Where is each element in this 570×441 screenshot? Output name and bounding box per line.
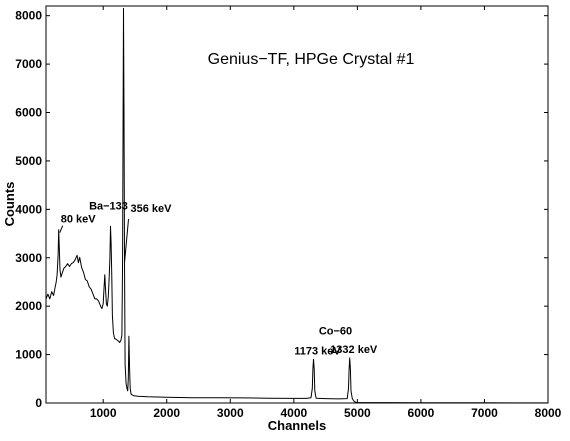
x-tick-label: 7000 [471,406,498,420]
plot-frame [45,5,549,404]
y-tick-label: 4000 [15,202,42,216]
y-tick-label: 5000 [15,154,42,168]
x-tick-labels: 1000 2000 3000 4000 5000 6000 7000 8000 [90,406,562,420]
x-tick-label: 8000 [535,406,562,420]
y-tick-label: 8000 [15,9,42,23]
x-tick-label: 4000 [280,406,307,420]
annotation-leader-80kev [59,225,64,233]
y-tick-label: 3000 [15,251,42,265]
series-layer [45,7,548,404]
annotation-80kev: 80 keV [61,214,97,226]
y-tick-label: 2000 [15,299,42,313]
annotation-356kev: 356 keV [131,203,173,215]
y-tick-labels: 0 1000 2000 3000 4000 5000 6000 7000 8000 [15,9,42,410]
plot-background [46,6,548,403]
annotation-1332kev: 1332 keV [330,344,378,356]
x-tick-label: 5000 [344,406,371,420]
chart-title: Genius−TF, HPGe Crystal #1 [208,51,415,68]
x-tick-label: 1000 [90,406,117,420]
y-tick-label: 7000 [15,57,42,71]
spectrum-line [45,7,548,404]
annotation-co60: Co−60 [319,325,352,337]
annotation-ba133: Ba−133 [89,200,128,212]
x-axis-title: Channels [268,418,327,433]
y-axis-title: Counts [2,182,17,227]
x-tick-label: 3000 [217,406,244,420]
y-tick-label: 1000 [15,348,42,362]
y-tick-label: 0 [35,396,42,410]
x-tick-label: 2000 [153,406,180,420]
y-tick-label: 6000 [15,106,42,120]
annotation-1173kev: 1173 keV [294,345,341,357]
x-tick-label: 6000 [408,406,435,420]
annotation-leader-356kev [124,218,130,263]
